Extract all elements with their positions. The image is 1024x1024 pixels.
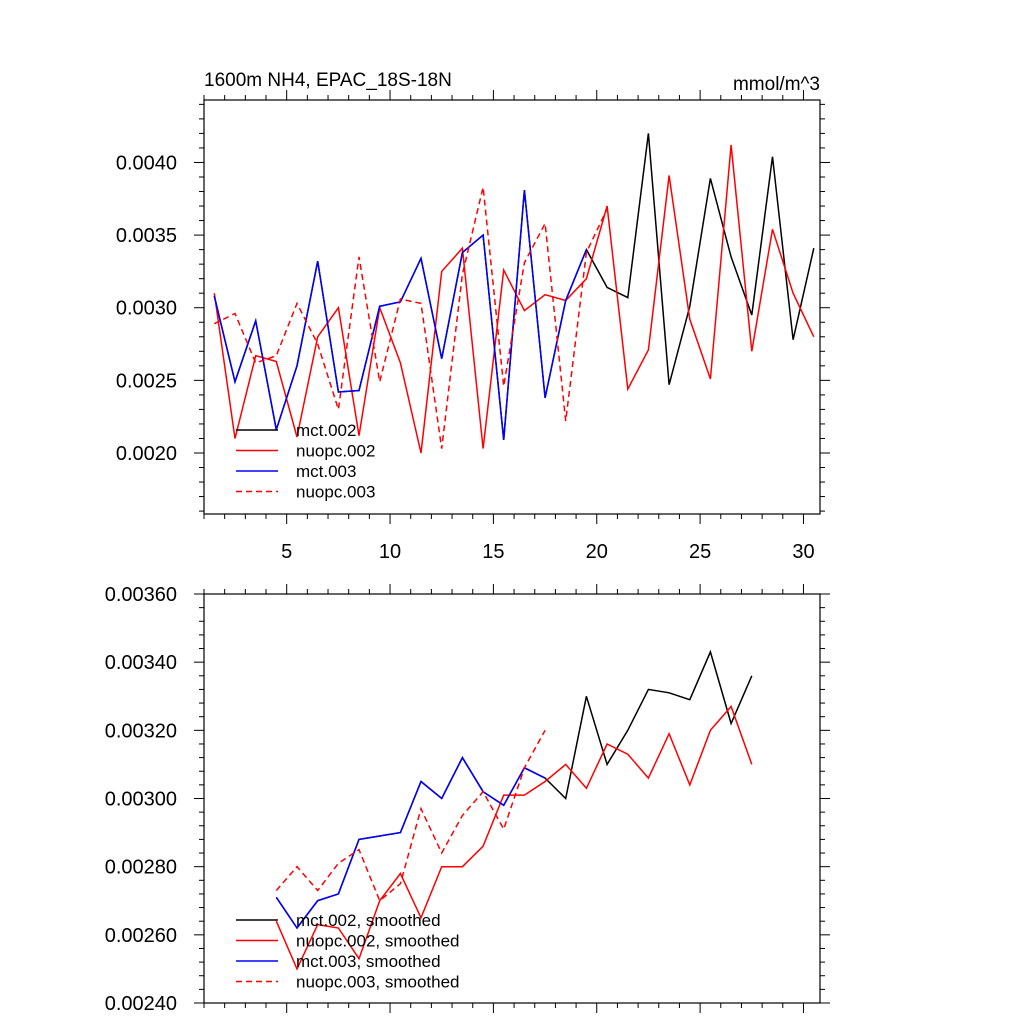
y-tick-label: 0.00280 [105,857,177,879]
y-tick-label: 0.0020 [116,443,177,465]
x-tick-label: 25 [689,541,711,563]
axis-ticks [194,584,830,1013]
y-tick-label: 0.0040 [116,152,177,174]
legend-label: mct.003, smoothed [296,952,441,971]
series-line-nuopc-003 [213,187,608,449]
x-tick-label: 20 [586,541,608,563]
x-tick-label: 30 [792,541,814,563]
x-tick-label: 15 [482,541,504,563]
y-tick-label: 0.00260 [105,925,177,947]
bottom-panel: 0.00240 0.00260 0.00280 0.00300 0.00320 0.003… [105,584,830,1015]
legend-label: mct.002, smoothed [296,911,441,930]
legend-label: nuopc.002 [296,442,375,461]
y-tick-label: 0.0035 [116,225,177,247]
legend-label: mct.002 [296,421,356,440]
y-tick-label: 0.00360 [105,584,177,606]
units-label: mmol/m^3 [733,74,820,95]
chart-title: 1600m NH4, EPAC_18S-18N [204,70,452,91]
y-tick-label: 0.0030 [116,298,177,320]
legend-label: mct.003 [296,462,356,481]
y-tick-label: 0.00340 [105,652,177,674]
y-tick-label: 0.0025 [116,370,177,392]
plot-frame [203,99,821,515]
series-line-mct-002-smoothed [275,649,753,930]
top-panel: 0.0020 0.0025 0.0030 0.0035 0.0040 5 10 15 20 25 3… [116,70,830,563]
y-tick-label: 0.00300 [105,789,177,811]
y-tick-label: 0.00240 [105,993,177,1015]
x-tick-label: 5 [281,541,292,563]
legend-label: nuopc.002, smoothed [296,932,460,951]
series-line-nuopc-002-smoothed [275,705,753,971]
y-tick-label: 0.00320 [105,720,177,742]
series-line-mct-003 [213,190,588,440]
legend-label: nuopc.003 [296,483,375,502]
x-tick-label: 10 [379,541,401,563]
series-line-mct-003-smoothed [275,756,546,930]
series-line-nuopc-002 [213,144,815,454]
series-line-mct-002 [213,133,815,440]
axis-ticks [194,90,830,524]
legend: mct.002, smoothed nuopc.002, smoothedmct.… [236,911,460,992]
series-line-nuopc-003-smoothed [275,729,546,902]
legend-label: nuopc.003, smoothed [296,973,460,992]
